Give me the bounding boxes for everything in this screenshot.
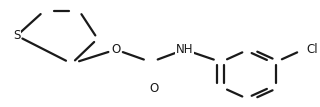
Text: S: S <box>13 29 20 42</box>
Text: Cl: Cl <box>307 43 318 56</box>
Text: O: O <box>149 82 158 95</box>
Text: O: O <box>111 43 120 56</box>
Text: NH: NH <box>176 43 193 56</box>
